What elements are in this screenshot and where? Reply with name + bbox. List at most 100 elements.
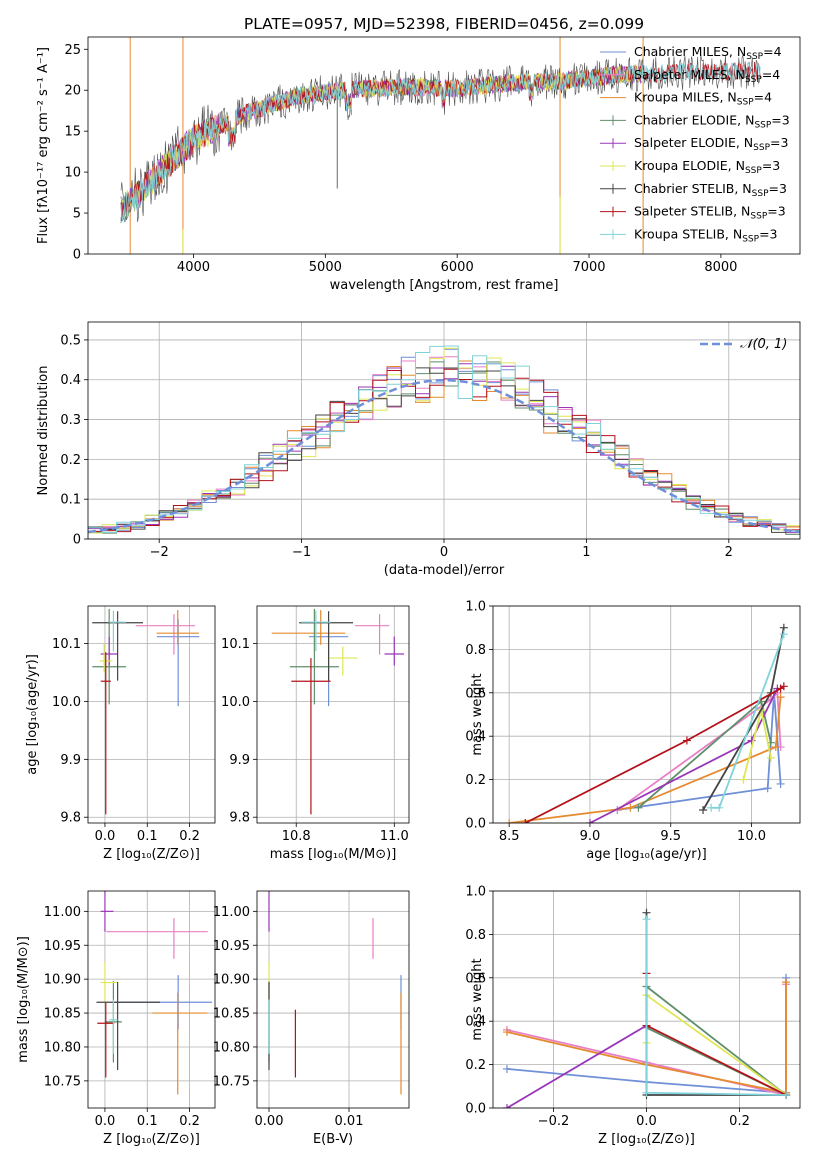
y-tick-label: 10.1: [52, 637, 81, 652]
y-tick-label: 0.4: [465, 730, 486, 745]
x-tick-label: 8.5: [499, 829, 520, 844]
y-tick-label: 10.95: [213, 939, 250, 954]
legend-item: Salpeter MILES, NSSP=4: [600, 67, 780, 85]
series-line: [645, 973, 787, 1096]
legend-item: Chabrier ELODIE, NSSP=3: [600, 112, 790, 130]
errorbar-kroupa-miles: [152, 992, 208, 1095]
series-marker: [642, 915, 651, 924]
histogram-chabrier-miles: [88, 348, 800, 539]
y-tick-label: 9.8: [229, 811, 250, 826]
y-axis-label: mass [log₁₀(M/M⊙)]: [16, 936, 31, 1063]
y-tick-label: 10: [64, 166, 81, 181]
series-marker: [766, 753, 775, 762]
x-axis-label: Z [log₁₀(Z/Z⊙)]: [103, 1132, 200, 1147]
gaussian-reference-curve: [88, 378, 800, 534]
y-axis-label: mass weight: [470, 673, 485, 755]
y-tick-label: 0.0: [465, 1102, 486, 1117]
x-axis-label: Z [log₁₀(Z/Z⊙)]: [598, 1132, 695, 1147]
x-tick-label: 7000: [572, 260, 605, 275]
legend-label-sub: SSP: [746, 52, 763, 62]
y-tick-label: 10.0: [221, 695, 250, 710]
x-tick-label: 0.1: [137, 829, 158, 844]
legend-item: Chabrier STELIB, NSSP=3: [600, 181, 787, 199]
chart-residuals: −2 −1 0 1 2 0 0.1 0.2 0.3 0.4 0.5 (data-model)/erro…: [36, 321, 801, 578]
y-axis-label: Normed distribution: [36, 366, 51, 496]
x-tick-label: 0.01: [335, 1114, 364, 1129]
legend-item: Salpeter STELIB, NSSP=3: [600, 204, 786, 222]
legend-label-sub: SSP: [745, 75, 762, 85]
x-tick-label: 10.0: [737, 829, 766, 844]
y-tick-label: 10.75: [213, 1074, 250, 1089]
y-tick-label: 11.00: [44, 905, 81, 920]
x-axis-label: Z [log₁₀(Z/Z⊙)]: [103, 847, 200, 862]
y-axis-label: Flux [fλ10⁻¹⁷ erg cm⁻² s⁻¹ A⁻¹]: [36, 47, 51, 244]
legend-label-tail: =3: [759, 226, 777, 241]
errorbar-kroupa-elodie: [100, 962, 118, 1003]
chart-title: PLATE=0957, MJD=52398, FIBERID=0456, z=0…: [244, 15, 644, 33]
axes-frame: [492, 605, 801, 824]
histogram-chabrier-elodie: [88, 361, 800, 539]
x-axis-label: (data-model)/error: [384, 563, 505, 578]
spectrum-line-kroupa-stelib: [120, 62, 761, 222]
legend-label-text: Salpeter STELIB, N: [634, 204, 750, 219]
legend-label-sub: SSP: [753, 143, 770, 153]
legend-label-tail: =3: [762, 158, 780, 173]
weight-series-kroupa-stelib: [642, 915, 791, 1099]
errorbar-kroupa-stelib: [109, 999, 118, 1054]
y-tick-label: 0.5: [60, 333, 81, 348]
y-tick-label: 10.75: [44, 1074, 81, 1089]
legend-label-sub: SSP: [742, 234, 759, 244]
legend-label: 𝒩(0, 1): [740, 337, 787, 352]
errorbar-salpeter-miles: [135, 614, 196, 655]
y-tick-label: 10.80: [213, 1040, 250, 1055]
series-marker: [505, 819, 514, 823]
y-tick-label: 10.85: [44, 1007, 81, 1022]
y-tick-label: 10.0: [52, 695, 81, 710]
y-tick-label: 1.0: [465, 885, 486, 900]
x-tick-label: −1: [292, 545, 311, 560]
y-tick-label: 10.80: [44, 1040, 81, 1055]
series-marker: [779, 682, 788, 691]
series-marker: [782, 1090, 791, 1099]
legend-label-text: Chabrier MILES, N: [634, 44, 746, 59]
legend-label-tail: =4: [763, 44, 781, 59]
x-tick-label: 1: [582, 545, 590, 560]
x-tick-label: 0.2: [179, 1114, 200, 1129]
series-marker: [634, 803, 643, 812]
x-tick-label: 6000: [441, 260, 474, 275]
legend-label-text: Salpeter MILES, N: [634, 67, 745, 82]
legend-label-sub: SSP: [737, 98, 754, 108]
x-tick-label: 11.0: [380, 829, 409, 844]
series-marker: [779, 630, 788, 639]
legend-label-tail: =3: [770, 135, 788, 150]
weight-series-kroupa-miles: [505, 693, 785, 823]
y-tick-label: 1.0: [465, 600, 486, 615]
errorbar-kroupa-stelib: [109, 610, 127, 652]
legend-item: Kroupa MILES, NSSP=4: [600, 90, 772, 108]
weight-series-salpeter-stelib: [521, 682, 788, 823]
legend-label: Kroupa STELIB, NSSP=3: [634, 226, 778, 244]
y-tick-label: 0.6: [465, 971, 486, 986]
legend-item: Chabrier MILES, NSSP=4: [600, 44, 782, 62]
legend-label-tail: =3: [771, 112, 789, 127]
histogram-salpeter-elodie: [88, 363, 800, 539]
weight-series-chabrier-stelib: [699, 623, 788, 814]
x-axis-label: E(B-V): [313, 1132, 353, 1147]
y-tick-label: 5: [73, 207, 81, 222]
y-tick-label: 9.9: [229, 753, 250, 768]
series-marker: [739, 775, 748, 784]
series-marker: [771, 743, 780, 752]
axes-frame: [87, 605, 216, 824]
y-tick-label: 10.90: [213, 973, 250, 988]
spectrum-line-salpeter-stelib: [120, 61, 761, 221]
legend: 𝒩(0, 1): [700, 337, 787, 352]
x-axis-label: wavelength [Angstrom, rest frame]: [330, 278, 559, 293]
x-tick-label: 0.2: [729, 1114, 750, 1129]
series-marker: [502, 1028, 511, 1037]
series-marker: [776, 779, 785, 788]
legend-item: Kroupa ELODIE, NSSP=3: [600, 158, 780, 176]
errorbar-salpeter-elodie: [384, 636, 405, 666]
x-tick-label: 0.0: [95, 1114, 116, 1129]
errorbar-kroupa-stelib: [301, 610, 331, 652]
